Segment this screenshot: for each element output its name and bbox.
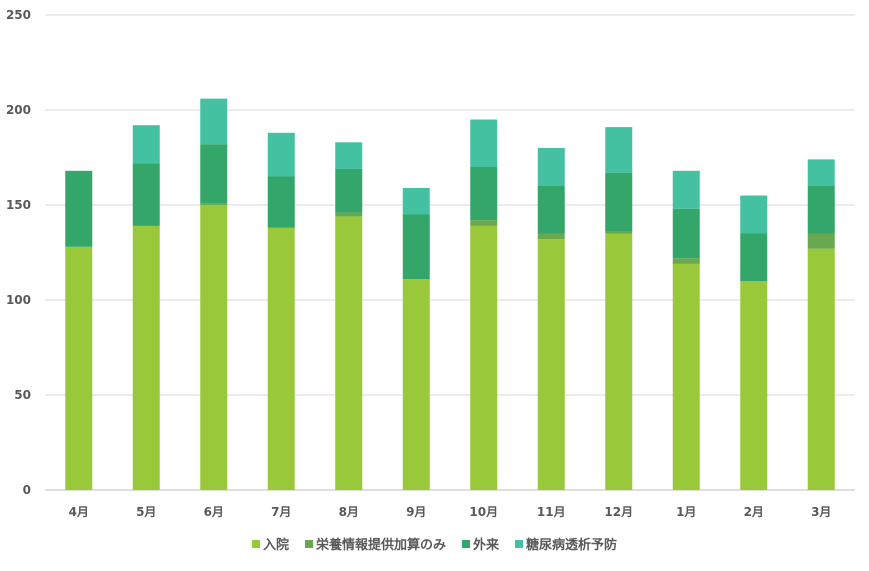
bar-segment <box>267 176 295 228</box>
x-tick-label: 1月 <box>676 505 696 519</box>
legend-items: 入院 栄養情報提供加算のみ 外来 糖尿病透析予防 <box>251 537 617 553</box>
y-tick-label: 0 <box>23 483 31 497</box>
bar-segment <box>672 258 700 264</box>
bar-segment <box>605 231 633 234</box>
bar-segment <box>200 205 228 490</box>
bar-segment <box>807 159 835 186</box>
x-tick-label: 9月 <box>406 505 426 519</box>
x-tick-label: 3月 <box>811 505 831 519</box>
x-tick-label: 6月 <box>204 505 224 519</box>
bar-segment <box>605 233 633 490</box>
y-tick-label: 100 <box>6 293 31 307</box>
bar-segment <box>807 233 835 249</box>
bar-segment <box>807 186 835 234</box>
bar-segment <box>537 148 565 186</box>
bar-segment <box>200 98 228 145</box>
bar-segment <box>402 214 430 280</box>
bar-segment <box>470 225 498 490</box>
x-tick-label: 5月 <box>136 505 156 519</box>
bar-segment <box>132 163 160 226</box>
bar-segment <box>470 119 498 167</box>
bar-segment <box>132 125 160 164</box>
legend-label: 外来 <box>472 537 500 553</box>
bar-segment <box>402 279 430 490</box>
bar-segment <box>740 195 768 234</box>
bar-segment <box>132 225 160 490</box>
bar-segment <box>605 172 633 232</box>
legend-label: 入院 <box>263 537 289 553</box>
x-tick-label: 8月 <box>339 505 359 519</box>
x-tick-label: 11月 <box>537 505 566 519</box>
legend-swatch <box>251 540 260 548</box>
legend: 入院 栄養情報提供加算のみ 外来 糖尿病透析予防 <box>251 537 617 553</box>
x-tick-label: 2月 <box>744 505 764 519</box>
bar-segment <box>470 167 498 221</box>
x-tick-label: 12月 <box>604 505 633 519</box>
y-tick-label: 150 <box>6 198 31 212</box>
legend-swatch <box>304 540 313 548</box>
y-tick-label: 200 <box>6 103 31 117</box>
legend-label: 糖尿病透析予防 <box>526 537 617 553</box>
bar-segment <box>740 233 768 281</box>
bar-segment <box>740 281 768 490</box>
y-tick-label: 250 <box>6 8 31 22</box>
bar-segment <box>200 203 228 205</box>
x-tick-label: 4月 <box>69 505 89 519</box>
bar-segment <box>335 142 363 169</box>
legend-swatch <box>462 540 470 548</box>
bar-segment <box>65 246 93 490</box>
x-axis-ticks: 4月 5月 6月 7月 8月 9月 10月 11月 12月 1月 2月 3月 <box>69 505 832 519</box>
bar-segment <box>672 170 700 209</box>
legend-label: 栄養情報提供加算のみ <box>315 537 446 553</box>
bar-segment <box>335 216 363 490</box>
bar-segment <box>402 187 430 215</box>
y-axis-ticks: 0 50 100 150 200 250 <box>6 8 31 497</box>
bar-segment <box>267 132 295 177</box>
legend-swatch <box>515 540 524 548</box>
bar-segment <box>335 212 363 217</box>
bar-segment <box>335 168 363 213</box>
bar-segment <box>807 248 835 490</box>
gridlines <box>45 14 855 491</box>
bar-segment <box>267 227 295 491</box>
y-tick-label: 50 <box>14 388 31 402</box>
x-tick-label: 7月 <box>271 505 291 519</box>
bar-segment <box>537 239 565 490</box>
bar-segment <box>605 127 633 173</box>
bar-segment <box>672 263 700 490</box>
bars <box>65 98 835 491</box>
bar-segment <box>200 144 228 204</box>
bar-segment <box>537 233 565 240</box>
bar-segment <box>470 220 498 226</box>
bar-segment <box>537 186 565 234</box>
bar-segment <box>65 170 93 247</box>
bar-segment <box>672 208 700 259</box>
x-tick-label: 10月 <box>469 505 498 519</box>
